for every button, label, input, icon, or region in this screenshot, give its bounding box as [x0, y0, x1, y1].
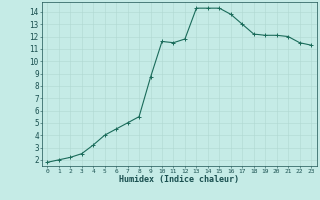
X-axis label: Humidex (Indice chaleur): Humidex (Indice chaleur) — [119, 175, 239, 184]
